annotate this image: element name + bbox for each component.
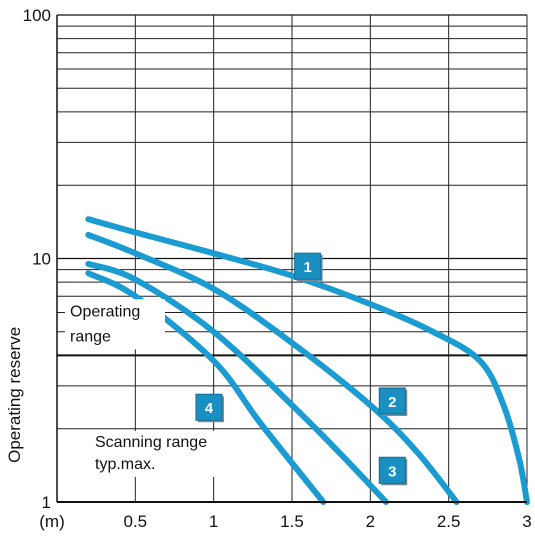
- series-line-4: [85, 270, 327, 505]
- series-badge-3: 3: [378, 456, 408, 486]
- labels: 1 10 100 0.5 1 1.5 2 2.5 3 (m) Operating reserve Op…: [5, 6, 532, 531]
- axes: [56, 15, 527, 503]
- y-tick-label: 10: [32, 250, 51, 269]
- x-unit-label: (m): [39, 512, 64, 531]
- badge-box: [294, 252, 322, 280]
- series-badge-1: 1: [294, 252, 323, 282]
- x-tick-label: 0.5: [124, 512, 148, 531]
- x-tick-label: 2: [366, 512, 375, 531]
- scanning-range-box: [90, 430, 240, 477]
- y-axis-label: Operating reserve: [5, 327, 24, 463]
- badge-box: [195, 393, 223, 421]
- x-tick-label: 2.5: [437, 512, 461, 531]
- scanning-range-label-line1: Scanning range: [95, 434, 207, 451]
- badge-label: 2: [388, 394, 396, 411]
- y-tick-label: 100: [23, 6, 51, 25]
- series-line-1: [85, 216, 530, 505]
- scanning-range-label-line2: typ.max.: [95, 456, 155, 473]
- grid: [57, 14, 528, 503]
- series-badge-4: 4: [195, 393, 224, 423]
- series-line-2: [85, 231, 460, 505]
- operating-range-label-line1: Operating: [70, 303, 140, 320]
- series-group: [85, 216, 530, 505]
- badge-box: [378, 387, 406, 415]
- badge-label: 4: [205, 400, 214, 417]
- badge-label: 1: [303, 259, 311, 276]
- badge-label: 3: [388, 463, 396, 480]
- x-tick-label: 1.5: [280, 512, 304, 531]
- series-badge-2: 2: [378, 387, 408, 416]
- operating-range-box: [65, 299, 165, 350]
- x-tick-label: 3: [522, 512, 531, 531]
- operating-range-label-line2: range: [70, 328, 111, 345]
- badge-box: [378, 456, 406, 484]
- series-line-3: [85, 260, 389, 505]
- x-tick-label: 1: [209, 512, 218, 531]
- y-tick-label: 1: [42, 493, 51, 512]
